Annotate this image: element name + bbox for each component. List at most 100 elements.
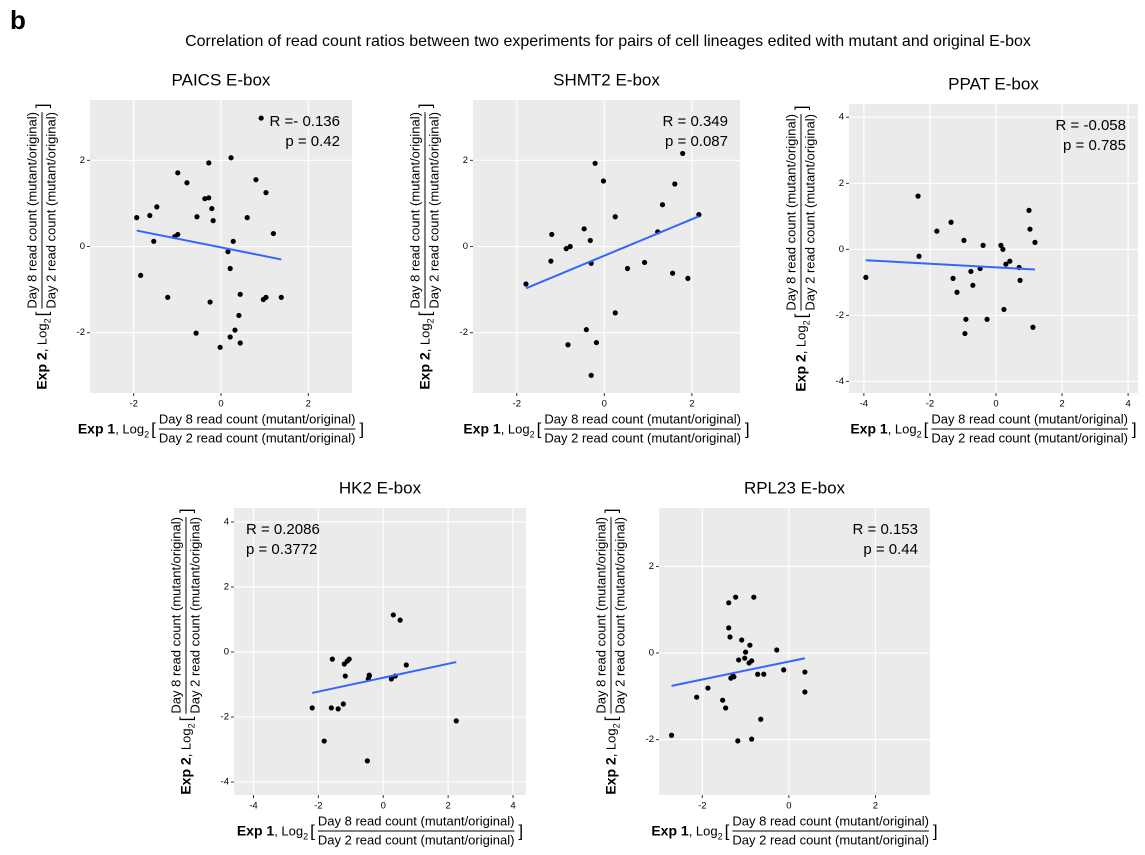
axis-label-denominator: Day 2 read count (mutant/original): [931, 430, 1128, 445]
point: [1026, 207, 1032, 213]
y-tick-label: 2: [649, 561, 654, 572]
point: [138, 272, 144, 278]
axis-label-bracket: ]: [415, 103, 434, 108]
point: [802, 689, 808, 695]
axis-label-bracket: ]: [176, 508, 195, 513]
point: [948, 219, 954, 225]
axis-label-bracket: [: [32, 311, 51, 316]
axis-label-bracket: [: [725, 821, 730, 840]
y-tick-label: -2: [221, 712, 229, 723]
panel-label: b: [10, 5, 26, 35]
annotation: R = -0.058: [1056, 117, 1126, 134]
point: [236, 312, 242, 319]
point: [328, 705, 334, 711]
axis-label-exp: Exp 2: [178, 757, 194, 795]
point: [962, 330, 968, 337]
axis-label-body: Exp 1, Log 2 [Day 8 read count (mutant/ori…: [463, 411, 749, 445]
annotation: p = 0.087: [665, 133, 728, 150]
axis-label-subscript: 2: [42, 318, 52, 323]
chart-title: SHMT2 E-box: [553, 70, 660, 89]
point: [723, 705, 729, 711]
point: [388, 676, 394, 682]
point: [916, 253, 922, 259]
trend-line: [311, 661, 457, 694]
point: [755, 671, 761, 677]
point: [749, 658, 755, 664]
point: [1032, 239, 1038, 245]
point: [672, 181, 678, 187]
x-tick-label: -4: [249, 801, 257, 812]
point: [366, 672, 372, 678]
point: [1001, 306, 1007, 313]
y-tick-label: 4: [224, 516, 229, 527]
y-tick-label: 0: [463, 241, 468, 252]
point: [984, 316, 990, 322]
point: [193, 330, 199, 336]
axis-label-denominator: Day 2 read count (mutant/original): [426, 112, 441, 309]
point: [227, 334, 233, 340]
x-tick-label: -4: [860, 399, 868, 410]
axis-label-log: , Log: [793, 325, 808, 354]
axis-label-exp: Exp 1: [237, 823, 275, 839]
point: [390, 612, 396, 618]
point: [758, 716, 764, 722]
point: [1027, 226, 1033, 232]
point: [1000, 246, 1006, 252]
point: [950, 275, 956, 281]
axis-label-subscript: 2: [917, 429, 922, 439]
plot-background: [659, 508, 930, 795]
point: [659, 202, 666, 208]
point: [802, 669, 808, 675]
point: [237, 291, 243, 297]
axis-label-numerator: Day 8 read count (mutant/original): [168, 517, 183, 714]
point: [720, 697, 726, 703]
axis-label-bracket: [: [151, 419, 156, 438]
y-tick-label: 0: [80, 241, 85, 252]
point: [587, 237, 593, 244]
point: [739, 637, 745, 643]
point: [237, 340, 243, 346]
point: [309, 705, 315, 711]
axis-label-numerator: Day 8 read count (mutant/original): [159, 411, 356, 426]
point: [210, 218, 216, 224]
plot-background: [849, 104, 1138, 393]
point: [278, 294, 284, 300]
point: [244, 215, 250, 221]
point: [669, 270, 676, 276]
annotation: p = 0.785: [1063, 137, 1126, 154]
point: [970, 282, 976, 288]
axis-label-log: , Log: [888, 421, 917, 436]
point: [1030, 324, 1036, 330]
x-tick-label: 4: [1125, 399, 1130, 410]
y-tick-label: 2: [463, 155, 468, 166]
axis-label-body: Exp 1, Log 2 [Day 8 read count (mutant/ori…: [850, 411, 1136, 445]
axis-label-subscript: 2: [611, 723, 621, 728]
y-tick-label: -2: [836, 310, 844, 321]
point: [258, 115, 264, 121]
point: [668, 732, 675, 738]
x-tick-label: 2: [306, 399, 311, 410]
axis-label-denominator: Day 2 read count (mutant/original): [159, 430, 356, 445]
axis-label-numerator: Day 8 read count (mutant/original): [24, 112, 39, 309]
point: [134, 215, 140, 221]
point: [342, 673, 348, 679]
axis-label-log: , Log: [178, 728, 193, 757]
point: [202, 196, 208, 202]
point: [641, 259, 648, 266]
axis-label-log: , Log: [115, 421, 144, 436]
point: [563, 246, 569, 252]
point: [694, 694, 700, 700]
axis-label-subscript: 2: [801, 320, 811, 325]
axis-label-bracket: ]: [359, 419, 364, 438]
point: [207, 299, 213, 305]
point: [206, 195, 212, 201]
axis-label-bracket: ]: [791, 105, 810, 110]
point: [680, 150, 686, 157]
y-tick-label: 0: [224, 647, 229, 658]
